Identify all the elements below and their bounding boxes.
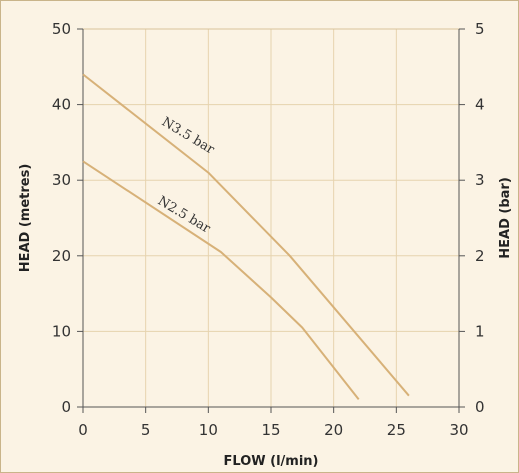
y-tick-label: 20 <box>52 247 71 265</box>
x-tick-label: 20 <box>324 421 343 439</box>
x-tick-label: 15 <box>261 421 280 439</box>
axes <box>77 28 465 413</box>
y-axis-title: HEAD (metres) <box>18 164 33 273</box>
y2-tick-label: 5 <box>475 20 485 38</box>
y-tick-label: 10 <box>52 322 71 340</box>
x-tick-label: 0 <box>78 421 88 439</box>
series-line-1 <box>82 160 360 401</box>
y2-tick-label: 2 <box>475 247 485 265</box>
y-tick-label: 0 <box>61 398 71 416</box>
y2-tick-label: 1 <box>475 322 485 340</box>
y-tick-label: 40 <box>52 96 71 114</box>
y2-tick-label: 4 <box>475 96 485 114</box>
grid <box>83 29 459 407</box>
y2-tick-labels: 0 1 2 3 4 5 <box>475 20 485 416</box>
x-axis-title: FLOW (l/min) <box>224 454 319 469</box>
y-tick-labels: 0 10 20 30 40 50 <box>52 20 71 416</box>
y-tick-label: 30 <box>52 171 71 189</box>
x-tick-label: 25 <box>387 421 406 439</box>
x-tick-labels: 0 5 10 15 20 25 30 <box>78 421 468 439</box>
series-lines <box>82 73 410 401</box>
x-tick-label: 30 <box>449 421 468 439</box>
y2-tick-label: 0 <box>475 398 485 416</box>
y2-axis-title: HEAD (bar) <box>498 177 513 259</box>
series-line-0 <box>82 73 410 397</box>
y2-tick-label: 3 <box>475 171 485 189</box>
x-tick-label: 5 <box>141 421 151 439</box>
y-tick-label: 50 <box>52 20 71 38</box>
x-tick-label: 10 <box>199 421 218 439</box>
